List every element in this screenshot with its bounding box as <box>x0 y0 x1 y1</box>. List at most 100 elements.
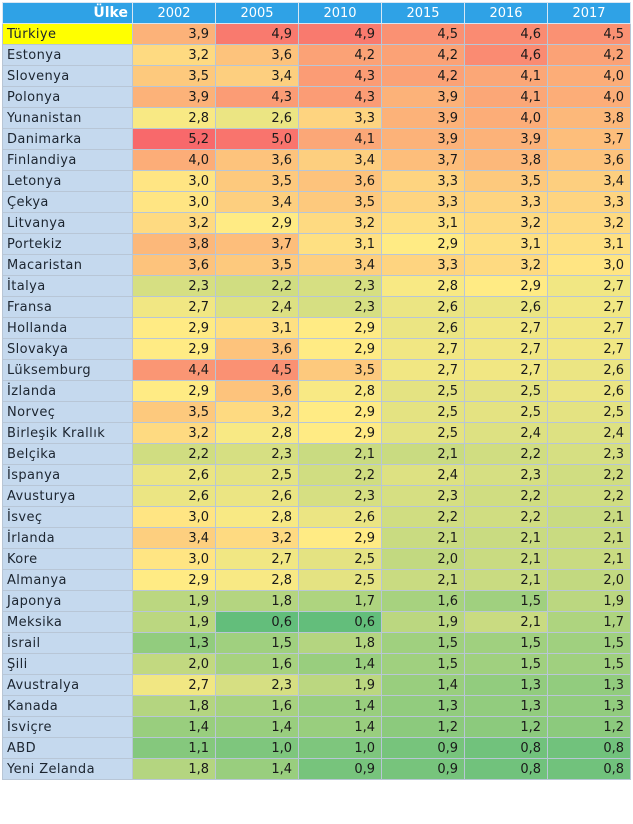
table-row: ABD 1,1 1,0 1,0 0,9 0,8 0,8 <box>2 737 631 759</box>
value-cell: 4,6 <box>464 44 548 66</box>
value-cell: 2,1 <box>547 548 631 570</box>
year-column-header: 2017 <box>547 2 631 24</box>
value-cell: 2,9 <box>298 527 382 549</box>
value-cell: 1,2 <box>464 716 548 738</box>
value-cell: 2,9 <box>381 233 465 255</box>
value-cell: 2,6 <box>132 464 216 486</box>
value-cell: 2,7 <box>215 548 299 570</box>
value-cell: 1,3 <box>547 695 631 717</box>
country-cell: Danimarka <box>2 128 133 150</box>
value-cell: 3,3 <box>464 191 548 213</box>
value-cell: 4,6 <box>464 23 548 45</box>
country-cell: Kore <box>2 548 133 570</box>
value-cell: 2,5 <box>381 380 465 402</box>
value-cell: 2,9 <box>298 338 382 360</box>
table-row: Finlandiya 4,0 3,6 3,4 3,7 3,8 3,6 <box>2 149 631 171</box>
value-cell: 2,1 <box>547 527 631 549</box>
value-cell: 0,9 <box>298 758 382 780</box>
country-cell: Slovakya <box>2 338 133 360</box>
value-cell: 1,5 <box>381 653 465 675</box>
data-table: Ülke 2002 2005 2010 2015 2016 2017 Türki… <box>2 2 631 780</box>
table-row: Kore 3,0 2,7 2,5 2,0 2,1 2,1 <box>2 548 631 570</box>
value-cell: 2,3 <box>547 443 631 465</box>
value-cell: 4,0 <box>547 65 631 87</box>
value-cell: 0,6 <box>298 611 382 633</box>
table-row: Avusturya 2,6 2,6 2,3 2,3 2,2 2,2 <box>2 485 631 507</box>
value-cell: 3,2 <box>132 212 216 234</box>
value-cell: 2,7 <box>464 338 548 360</box>
year-column-header: 2010 <box>298 2 382 24</box>
value-cell: 1,9 <box>132 590 216 612</box>
value-cell: 3,9 <box>381 107 465 129</box>
value-cell: 3,7 <box>215 233 299 255</box>
value-cell: 1,3 <box>132 632 216 654</box>
value-cell: 0,9 <box>381 737 465 759</box>
country-cell: İsveç <box>2 506 133 528</box>
value-cell: 3,9 <box>381 86 465 108</box>
value-cell: 1,5 <box>464 632 548 654</box>
value-cell: 3,9 <box>381 128 465 150</box>
country-cell: ABD <box>2 737 133 759</box>
country-cell: İsrail <box>2 632 133 654</box>
value-cell: 4,5 <box>547 23 631 45</box>
value-cell: 2,5 <box>298 569 382 591</box>
value-cell: 0,8 <box>464 758 548 780</box>
value-cell: 3,3 <box>381 170 465 192</box>
value-cell: 2,9 <box>132 569 216 591</box>
value-cell: 2,1 <box>381 443 465 465</box>
value-cell: 2,3 <box>298 275 382 297</box>
country-cell: İzlanda <box>2 380 133 402</box>
value-cell: 3,5 <box>298 359 382 381</box>
value-cell: 4,1 <box>298 128 382 150</box>
country-cell: Norveç <box>2 401 133 423</box>
value-cell: 3,5 <box>464 170 548 192</box>
value-cell: 3,2 <box>464 212 548 234</box>
table-row: Letonya 3,0 3,5 3,6 3,3 3,5 3,4 <box>2 170 631 192</box>
value-cell: 0,8 <box>464 737 548 759</box>
value-cell: 1,3 <box>464 674 548 696</box>
value-cell: 3,4 <box>215 65 299 87</box>
value-cell: 2,9 <box>132 380 216 402</box>
country-cell: Hollanda <box>2 317 133 339</box>
value-cell: 1,3 <box>464 695 548 717</box>
table-row: İtalya 2,3 2,2 2,3 2,8 2,9 2,7 <box>2 275 631 297</box>
country-cell: Almanya <box>2 569 133 591</box>
value-cell: 2,1 <box>464 611 548 633</box>
value-cell: 2,0 <box>381 548 465 570</box>
value-cell: 2,2 <box>132 443 216 465</box>
table-row: Slovenya 3,5 3,4 4,3 4,2 4,1 4,0 <box>2 65 631 87</box>
value-cell: 3,4 <box>547 170 631 192</box>
table-row: Slovakya 2,9 3,6 2,9 2,7 2,7 2,7 <box>2 338 631 360</box>
table-row: Lüksemburg 4,4 4,5 3,5 2,7 2,7 2,6 <box>2 359 631 381</box>
table-row: Çekya 3,0 3,4 3,5 3,3 3,3 3,3 <box>2 191 631 213</box>
value-cell: 3,1 <box>298 233 382 255</box>
value-cell: 2,6 <box>547 359 631 381</box>
table-row: Polonya 3,9 4,3 4,3 3,9 4,1 4,0 <box>2 86 631 108</box>
value-cell: 2,3 <box>298 485 382 507</box>
value-cell: 4,2 <box>547 44 631 66</box>
table-row: Danimarka 5,2 5,0 4,1 3,9 3,9 3,7 <box>2 128 631 150</box>
value-cell: 2,1 <box>464 569 548 591</box>
value-cell: 2,7 <box>381 359 465 381</box>
table-row: Hollanda 2,9 3,1 2,9 2,6 2,7 2,7 <box>2 317 631 339</box>
country-cell: Yunanistan <box>2 107 133 129</box>
value-cell: 1,2 <box>547 716 631 738</box>
value-cell: 5,0 <box>215 128 299 150</box>
table-row: Fransa 2,7 2,4 2,3 2,6 2,6 2,7 <box>2 296 631 318</box>
value-cell: 1,5 <box>547 632 631 654</box>
value-cell: 2,8 <box>132 107 216 129</box>
value-cell: 3,1 <box>381 212 465 234</box>
table-row: Norveç 3,5 3,2 2,9 2,5 2,5 2,5 <box>2 401 631 423</box>
country-cell: Avustralya <box>2 674 133 696</box>
value-cell: 1,5 <box>547 653 631 675</box>
value-cell: 1,9 <box>381 611 465 633</box>
value-cell: 0,9 <box>381 758 465 780</box>
country-cell: Portekiz <box>2 233 133 255</box>
value-cell: 3,8 <box>464 149 548 171</box>
value-cell: 3,4 <box>215 191 299 213</box>
value-cell: 2,8 <box>215 506 299 528</box>
table-row: İrlanda 3,4 3,2 2,9 2,1 2,1 2,1 <box>2 527 631 549</box>
value-cell: 2,9 <box>132 338 216 360</box>
value-cell: 3,4 <box>298 254 382 276</box>
value-cell: 2,1 <box>464 548 548 570</box>
